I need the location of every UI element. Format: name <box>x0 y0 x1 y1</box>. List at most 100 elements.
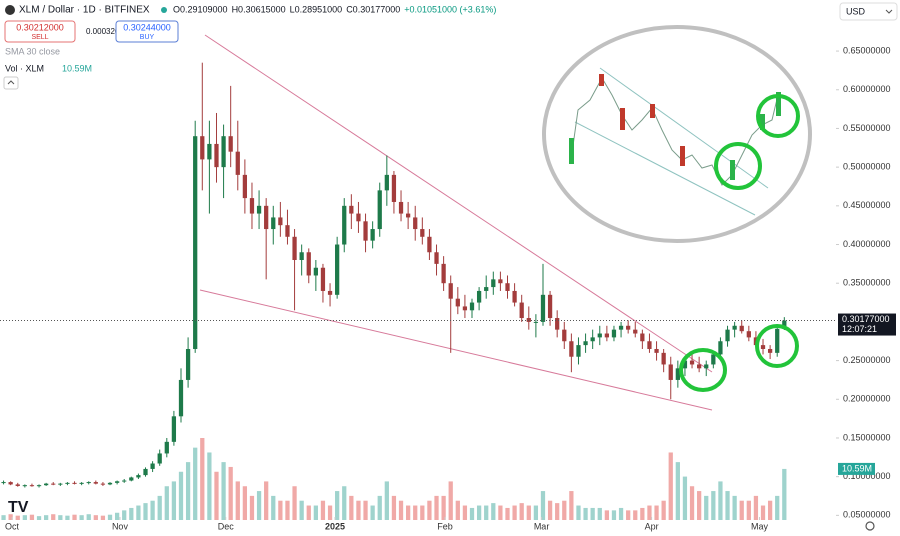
volume-bar <box>22 515 27 520</box>
volume-bar <box>569 491 574 520</box>
inset-zoom <box>542 25 812 243</box>
volume-bar <box>498 505 503 520</box>
volume-bar <box>249 495 255 520</box>
volume-bar <box>349 495 354 520</box>
countdown: 12:07:21 <box>842 324 877 334</box>
candle-body <box>107 482 113 485</box>
volume-bar <box>782 468 787 520</box>
candle-body <box>384 174 389 191</box>
ohlc-value: H0.30615000 <box>232 4 286 14</box>
candle-body <box>136 475 141 478</box>
candle-body <box>264 205 269 230</box>
inset-candle <box>620 108 625 130</box>
volume-bar <box>313 505 318 520</box>
volume-bar <box>15 515 20 520</box>
inset-channel <box>599 67 769 189</box>
candle-body <box>618 325 624 330</box>
volume-bar <box>647 505 652 520</box>
volume-bar <box>427 500 432 520</box>
y-tick-label: 0.05000000 <box>843 510 891 520</box>
volume-bar <box>711 491 716 520</box>
candle-body <box>185 348 191 380</box>
candle-body <box>72 482 77 484</box>
volume-bar <box>718 481 723 520</box>
volume-bar <box>129 507 134 520</box>
volume-bar <box>469 507 475 520</box>
candle-body <box>405 213 411 218</box>
sma-label: SMA 30 close <box>5 46 60 56</box>
candle-body <box>1 482 6 484</box>
volume-bar <box>93 515 98 520</box>
volume-bar <box>512 505 517 520</box>
candle-body <box>79 482 84 484</box>
volume-bar <box>547 500 553 520</box>
volume-bar <box>398 500 404 520</box>
candle-body <box>398 201 404 214</box>
volume-bar <box>51 514 56 520</box>
volume-bar <box>100 515 106 520</box>
volume-bar <box>391 495 397 520</box>
inset-highlight <box>714 142 762 190</box>
candle-body <box>285 225 290 237</box>
volume-bar <box>576 505 581 520</box>
volume-bar <box>675 462 680 520</box>
volume-bar <box>171 481 177 520</box>
volume-bar <box>264 481 269 520</box>
volume-bar <box>654 505 659 520</box>
candle-body <box>519 302 524 319</box>
symbol-title: XLM / Dollar · 1D · BITFINEX <box>19 5 150 16</box>
y-tick-label: 0.55000000 <box>843 123 891 133</box>
volume-bar <box>611 510 617 520</box>
volume-bar <box>242 486 248 520</box>
candle-body <box>448 283 453 299</box>
volume-bar <box>384 481 389 520</box>
candle-body <box>775 328 780 353</box>
volume-bar <box>107 514 113 520</box>
y-tick-label: 0.35000000 <box>843 278 891 288</box>
volume-bar <box>455 500 460 520</box>
candle-body <box>626 325 631 330</box>
candle-body <box>441 263 446 284</box>
volume-bar <box>306 505 311 520</box>
volume-bar <box>299 500 304 520</box>
candle-body <box>611 329 617 338</box>
candle-body <box>292 236 297 260</box>
candle-body <box>100 483 106 485</box>
candle-body <box>782 320 787 329</box>
volume-bar <box>689 486 695 520</box>
volume-bar <box>420 505 425 520</box>
trend-line <box>204 34 713 373</box>
volume-bar <box>590 507 595 520</box>
candle-body <box>434 252 439 264</box>
candle-body <box>299 252 304 260</box>
candle-body <box>689 360 695 365</box>
candle-body <box>249 198 255 214</box>
inset-candle <box>776 92 781 116</box>
ohlc-value: C0.30177000 <box>346 4 400 14</box>
candle-body <box>377 190 382 230</box>
volume-bar <box>58 515 63 520</box>
volume-bar <box>633 510 638 520</box>
y-tick-label: 0.20000000 <box>843 394 891 404</box>
collapse-button[interactable] <box>3 76 19 90</box>
x-tick-label: Apr <box>645 521 659 531</box>
volume-bar <box>356 500 361 520</box>
currency-select[interactable] <box>839 2 898 21</box>
volume-bar <box>448 481 453 520</box>
market-status <box>161 7 167 13</box>
candle-body <box>356 213 361 222</box>
candle-body <box>349 205 354 214</box>
candle-body <box>413 217 418 230</box>
settings-icon[interactable] <box>865 521 875 531</box>
volume-bar <box>562 500 567 520</box>
volume-bar <box>697 491 702 520</box>
volume-bar <box>682 476 688 520</box>
candle-body <box>547 294 553 319</box>
x-tick-label: Mar <box>534 521 550 531</box>
sell-button[interactable] <box>4 20 76 43</box>
inset-candle <box>680 146 685 166</box>
candle-body <box>484 287 489 291</box>
buy-button[interactable] <box>115 20 179 43</box>
volume-bar <box>405 505 411 520</box>
inset-channel <box>574 121 756 216</box>
